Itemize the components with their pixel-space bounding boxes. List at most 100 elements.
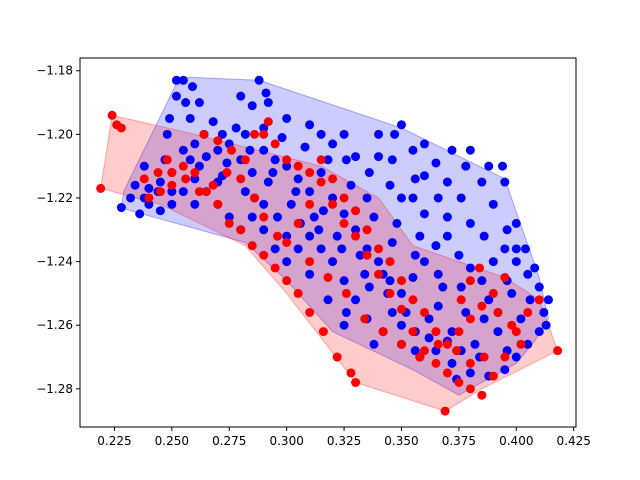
point-series-1-71 [305, 199, 315, 209]
point-series-0-118 [484, 295, 494, 305]
x-tick-label: 0.425 [557, 434, 591, 448]
point-series-0-195 [314, 225, 324, 235]
x-tick-label: 0.400 [499, 434, 533, 448]
point-series-0-120 [438, 282, 448, 292]
point-series-0-15 [431, 158, 441, 168]
point-series-1-32 [293, 161, 303, 171]
point-series-0-59 [419, 257, 429, 267]
point-series-0-16 [442, 177, 452, 187]
y-tick-label: −1.18 [36, 64, 73, 78]
point-series-0-104 [240, 187, 250, 197]
point-series-1-41 [396, 304, 406, 314]
point-series-1-27 [227, 145, 237, 155]
point-series-1-22 [167, 168, 177, 178]
point-series-0-33 [135, 209, 145, 219]
point-series-0-5 [254, 75, 264, 85]
point-series-1-60 [431, 327, 441, 337]
point-series-1-34 [316, 177, 326, 187]
point-series-1-89 [415, 352, 425, 362]
point-series-1-94 [507, 320, 517, 330]
point-series-1-96 [479, 352, 489, 362]
point-series-0-69 [534, 282, 544, 292]
point-series-0-133 [130, 180, 140, 190]
point-series-0-141 [410, 174, 420, 184]
point-series-1-28 [240, 155, 250, 165]
point-series-1-70 [316, 155, 326, 165]
point-series-0-41 [213, 145, 223, 155]
point-series-0-4 [165, 113, 175, 123]
point-series-0-170 [305, 120, 315, 130]
point-series-1-90 [456, 295, 466, 305]
point-series-0-20 [419, 171, 429, 181]
point-series-1-74 [272, 231, 282, 241]
point-series-1-12 [282, 276, 292, 286]
point-series-1-78 [222, 168, 232, 178]
point-series-0-198 [245, 145, 255, 155]
point-series-0-18 [385, 180, 395, 190]
point-series-0-50 [316, 168, 326, 178]
point-series-0-54 [362, 244, 372, 254]
point-series-0-71 [534, 327, 544, 337]
point-series-0-138 [341, 155, 351, 165]
point-series-1-21 [178, 161, 188, 171]
point-series-1-73 [282, 238, 292, 247]
point-series-1-56 [477, 301, 487, 311]
point-series-0-97 [190, 174, 200, 184]
point-series-1-95 [516, 339, 526, 349]
point-series-0-56 [385, 276, 395, 286]
x-tick-label: 0.300 [269, 434, 303, 448]
point-series-1-31 [282, 155, 292, 165]
point-series-0-142 [433, 193, 443, 203]
point-series-1-33 [305, 168, 315, 178]
point-series-0-177 [465, 145, 475, 155]
point-series-0-23 [500, 177, 510, 187]
point-series-0-24 [502, 225, 512, 235]
point-series-1-29 [259, 129, 269, 139]
point-series-0-57 [396, 288, 406, 298]
point-series-0-64 [477, 276, 487, 286]
point-series-1-42 [408, 327, 418, 337]
point-series-1-54 [500, 272, 510, 282]
point-series-1-7 [346, 368, 356, 378]
point-series-0-119 [461, 307, 471, 317]
point-series-1-48 [477, 390, 487, 400]
x-tick-label: 0.250 [155, 434, 189, 448]
point-series-1-39 [374, 269, 384, 279]
point-series-0-131 [162, 129, 172, 139]
point-series-1-35 [328, 199, 338, 209]
point-series-0-44 [247, 168, 257, 178]
point-series-0-206 [240, 129, 250, 139]
point-series-1-102 [153, 168, 163, 178]
point-series-0-2 [188, 82, 198, 92]
point-series-0-166 [190, 199, 200, 209]
point-series-1-57 [465, 314, 475, 324]
point-series-1-80 [194, 187, 204, 197]
point-series-0-147 [387, 238, 397, 247]
point-series-1-4 [553, 346, 563, 356]
point-series-1-79 [208, 180, 218, 190]
point-series-0-162 [305, 269, 315, 279]
point-series-1-77 [236, 174, 246, 184]
point-series-0-31 [116, 203, 126, 213]
point-series-0-66 [500, 244, 510, 254]
y-tick-label: −1.26 [36, 318, 73, 332]
point-series-1-66 [362, 225, 372, 235]
point-series-0-11 [351, 152, 361, 162]
y-tick-label: −1.22 [36, 191, 73, 205]
point-series-0-19 [408, 193, 418, 203]
point-series-0-61 [442, 231, 452, 241]
point-series-0-194 [337, 244, 347, 254]
point-series-0-125 [323, 155, 333, 165]
point-series-0-127 [277, 133, 287, 143]
point-series-0-205 [217, 129, 227, 139]
point-series-1-36 [339, 218, 349, 228]
point-series-1-68 [339, 193, 349, 203]
point-series-0-13 [396, 120, 406, 130]
point-series-1-37 [351, 231, 361, 241]
point-series-1-76 [250, 193, 260, 203]
point-series-0-149 [341, 307, 351, 317]
point-series-0-76 [465, 368, 475, 378]
point-series-1-1 [107, 110, 117, 120]
point-series-1-20 [190, 168, 200, 178]
point-series-0-179 [498, 161, 508, 171]
